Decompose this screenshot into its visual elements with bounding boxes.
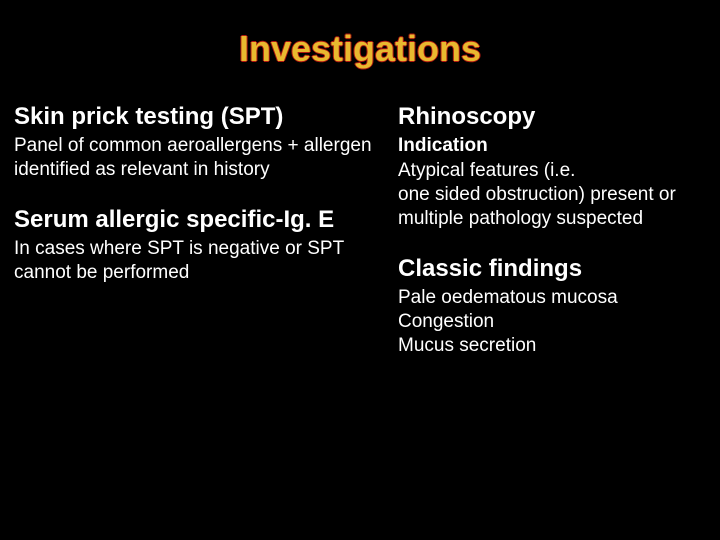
classic-line-3: Mucus secretion: [398, 334, 706, 358]
classic-findings-heading: Classic findings: [398, 254, 706, 284]
right-column: Rhinoscopy Indication Atypical features …: [398, 102, 706, 359]
rhinoscopy-body-line2: one sided obstruction) present or multip…: [398, 183, 706, 232]
spt-heading: Skin prick testing (SPT): [14, 102, 374, 132]
ige-body: In cases where SPT is negative or SPT ca…: [14, 237, 374, 286]
spt-body: Panel of common aeroallergens + allergen…: [14, 134, 374, 183]
rhinoscopy-subheading: Indication: [398, 134, 706, 159]
slide-title: Investigations: [10, 28, 710, 70]
classic-findings-body: Pale oedematous mucosa Congestion Mucus …: [398, 286, 706, 359]
rhinoscopy-body-line1: Atypical features (i.e.: [398, 159, 706, 183]
classic-line-2: Congestion: [398, 310, 706, 334]
classic-line-1: Pale oedematous mucosa: [398, 286, 706, 310]
left-column: Skin prick testing (SPT) Panel of common…: [14, 102, 374, 359]
rhinoscopy-indication-block: Indication Atypical features (i.e. one s…: [398, 134, 706, 232]
content-columns: Skin prick testing (SPT) Panel of common…: [10, 102, 710, 359]
ige-heading: Serum allergic specific-Ig. E: [14, 205, 374, 235]
rhinoscopy-heading: Rhinoscopy: [398, 102, 706, 132]
